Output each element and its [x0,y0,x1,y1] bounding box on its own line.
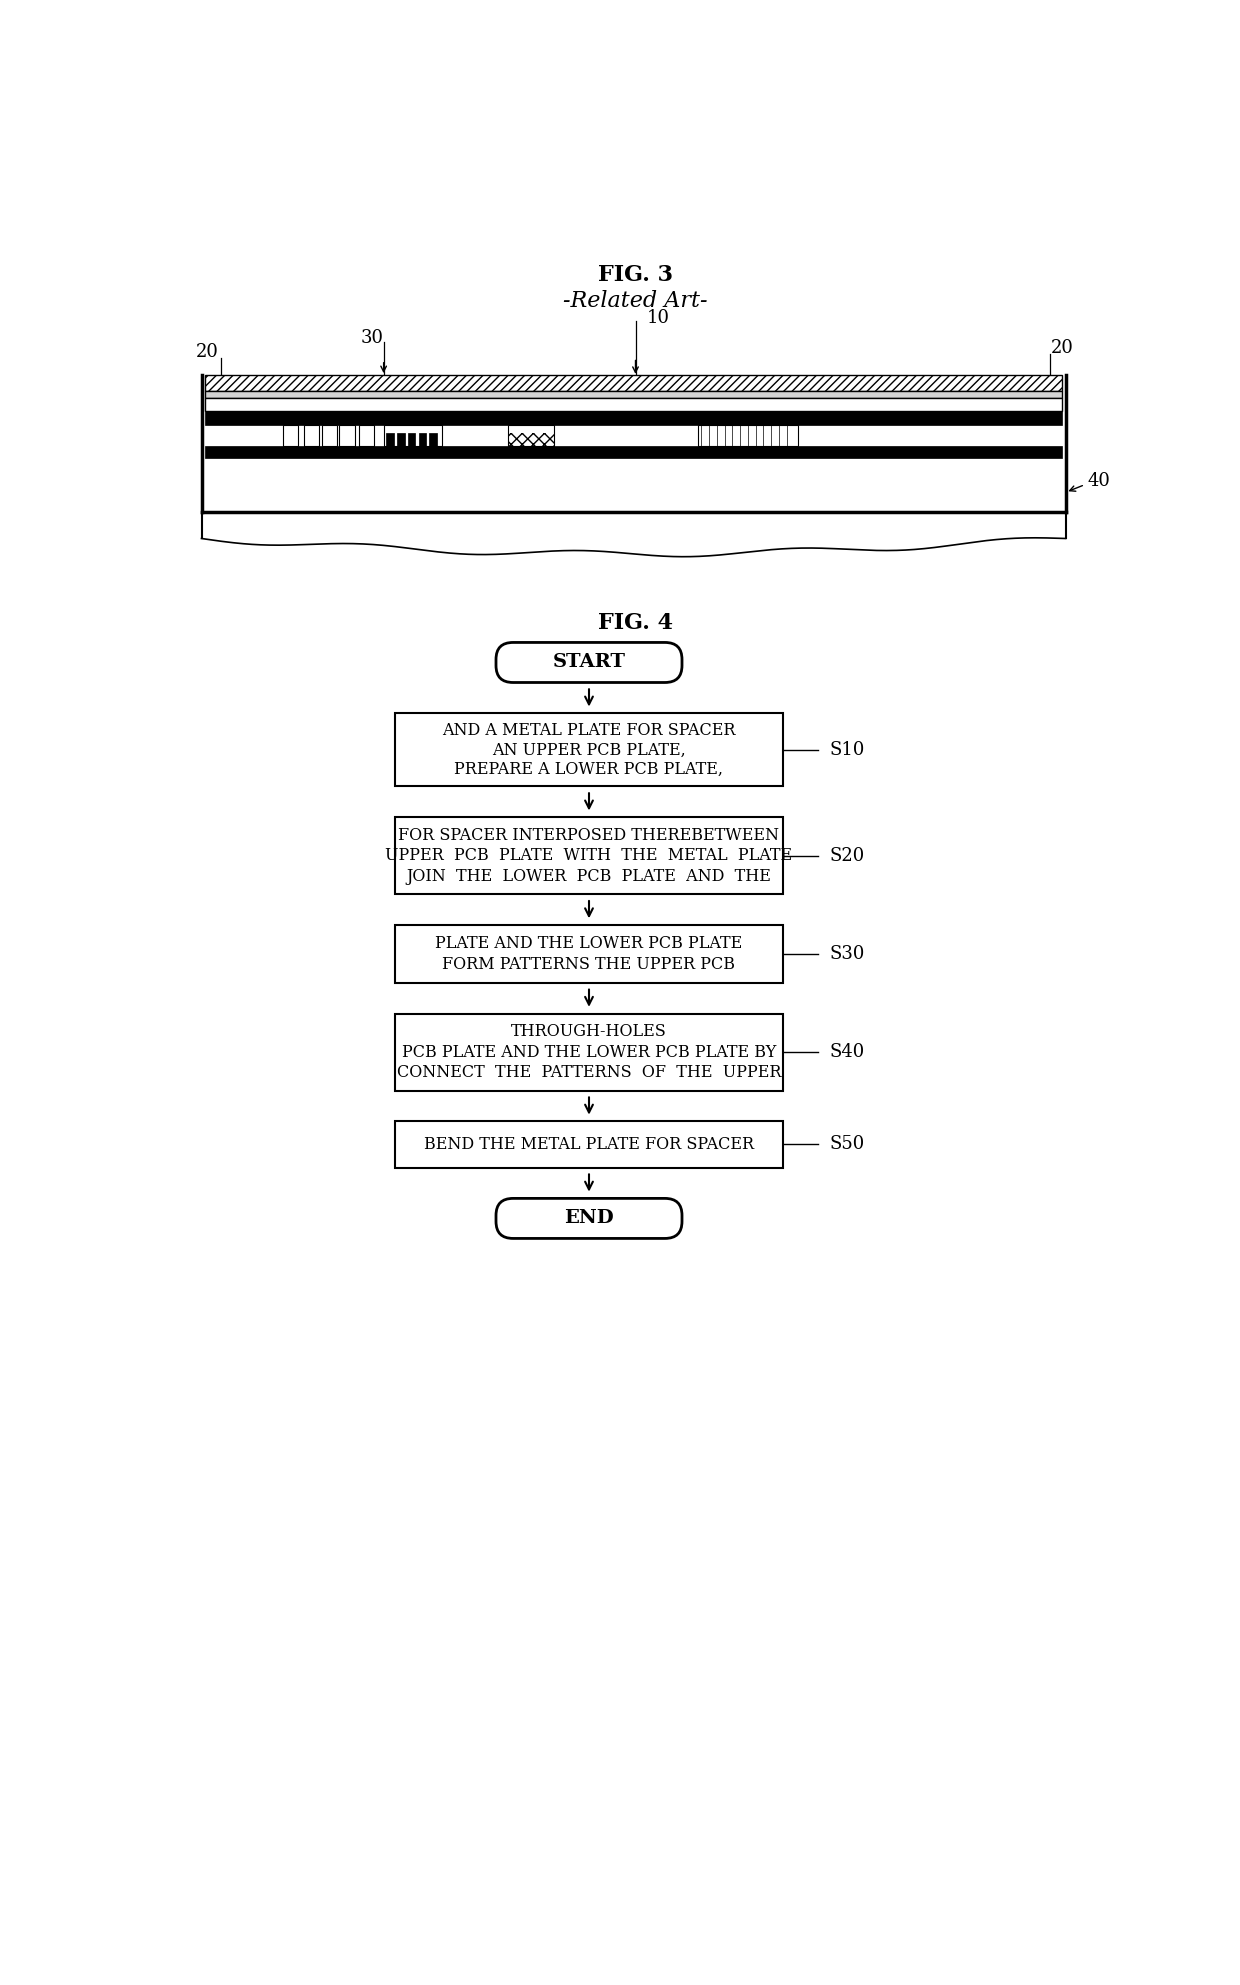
Bar [397,433,404,447]
Bar [408,433,415,447]
Bar [304,425,320,447]
Text: 40: 40 [1087,472,1110,490]
Text: END: END [564,1209,614,1227]
Text: FORM PATTERNS THE UPPER PCB: FORM PATTERNS THE UPPER PCB [443,955,735,973]
Bar [206,411,1061,425]
Text: FOR SPACER INTERPOSED THEREBETWEEN: FOR SPACER INTERPOSED THEREBETWEEN [398,828,780,844]
Bar [396,818,782,893]
Text: S50: S50 [830,1135,864,1153]
Text: S10: S10 [830,740,864,758]
Text: -Related Art-: -Related Art- [563,290,708,312]
Text: PLATE AND THE LOWER PCB PLATE: PLATE AND THE LOWER PCB PLATE [435,935,743,953]
Text: START: START [553,653,625,671]
Bar [396,1014,782,1090]
Bar [396,925,782,983]
Bar [206,447,1061,459]
Bar [206,375,1061,391]
FancyBboxPatch shape [496,1199,682,1239]
Bar [419,433,427,447]
Text: CONNECT  THE  PATTERNS  OF  THE  UPPER: CONNECT THE PATTERNS OF THE UPPER [397,1064,781,1082]
Text: PCB PLATE AND THE LOWER PCB PLATE BY: PCB PLATE AND THE LOWER PCB PLATE BY [402,1044,776,1060]
Text: S40: S40 [830,1042,864,1062]
Bar [206,399,1061,411]
Text: S20: S20 [830,848,864,865]
Bar [507,425,554,447]
Bar [396,1122,782,1167]
Text: 10: 10 [647,308,670,326]
Text: THROUGH-HOLES: THROUGH-HOLES [511,1024,667,1040]
Bar [383,425,441,447]
Bar [386,433,394,447]
Text: JOIN  THE  LOWER  PCB  PLATE  AND  THE: JOIN THE LOWER PCB PLATE AND THE [407,867,771,885]
Text: 30: 30 [361,330,383,347]
Text: AN UPPER PCB PLATE,: AN UPPER PCB PLATE, [492,740,686,758]
FancyBboxPatch shape [496,643,682,683]
Text: AND A METAL PLATE FOR SPACER: AND A METAL PLATE FOR SPACER [443,723,735,738]
Bar [201,459,1065,512]
Bar [358,425,374,447]
Bar [429,433,438,447]
Bar [321,425,337,447]
Bar [396,713,782,786]
Text: FIG. 4: FIG. 4 [598,611,673,633]
Bar [206,391,1061,399]
Bar [507,433,554,447]
Bar [340,425,355,447]
Text: 20: 20 [1050,339,1073,357]
Text: 20: 20 [196,343,219,361]
Text: BEND THE METAL PLATE FOR SPACER: BEND THE METAL PLATE FOR SPACER [424,1135,754,1153]
Bar [206,375,1061,391]
Text: UPPER  PCB  PLATE  WITH  THE  METAL  PLATE: UPPER PCB PLATE WITH THE METAL PLATE [386,848,792,863]
Text: PREPARE A LOWER PCB PLATE,: PREPARE A LOWER PCB PLATE, [455,760,723,778]
Bar [697,425,799,447]
Text: FIG. 3: FIG. 3 [598,264,673,286]
Bar [283,425,299,447]
Text: S30: S30 [830,945,864,963]
